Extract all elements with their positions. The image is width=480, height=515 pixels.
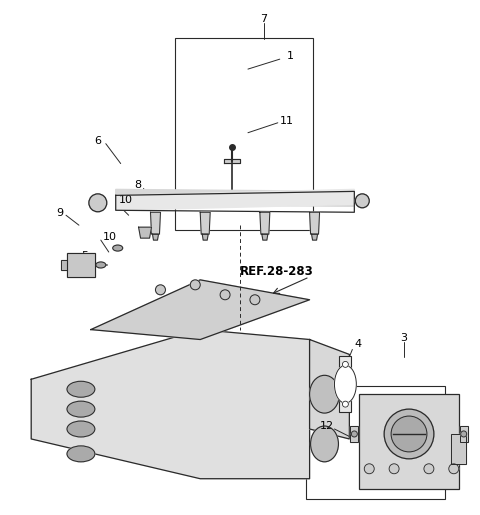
Text: 3: 3 (400, 333, 408, 342)
Circle shape (461, 431, 467, 437)
Bar (67, 253, 95, 277)
Polygon shape (200, 212, 210, 234)
Circle shape (449, 464, 459, 474)
Circle shape (220, 290, 230, 300)
Bar (175, 38, 312, 230)
Circle shape (384, 409, 434, 459)
Text: 12: 12 (319, 421, 334, 431)
Ellipse shape (67, 381, 95, 397)
Bar (451, 434, 466, 464)
Polygon shape (91, 280, 310, 339)
Bar (306, 386, 445, 499)
Polygon shape (116, 190, 354, 210)
Text: 7: 7 (260, 14, 267, 24)
Text: 5: 5 (81, 251, 88, 261)
Ellipse shape (67, 421, 95, 437)
Text: 10: 10 (103, 232, 117, 242)
Bar (339, 356, 351, 412)
Text: 11: 11 (280, 116, 294, 126)
Circle shape (342, 362, 348, 367)
Bar (61, 260, 67, 270)
Polygon shape (224, 159, 240, 163)
Bar (67, 253, 95, 277)
Ellipse shape (67, 401, 95, 417)
Polygon shape (260, 212, 270, 234)
Circle shape (190, 280, 200, 290)
Bar (360, 394, 459, 489)
Circle shape (364, 464, 374, 474)
Bar (451, 434, 466, 464)
Ellipse shape (310, 375, 339, 413)
Circle shape (355, 194, 369, 208)
Ellipse shape (96, 262, 106, 268)
Ellipse shape (67, 446, 95, 462)
Bar (350, 426, 358, 442)
Ellipse shape (311, 426, 338, 462)
Circle shape (89, 194, 107, 212)
Polygon shape (310, 339, 349, 439)
Circle shape (389, 464, 399, 474)
Polygon shape (116, 190, 354, 207)
Text: REF.28-283: REF.28-283 (240, 265, 314, 279)
Polygon shape (31, 330, 310, 479)
Polygon shape (262, 234, 268, 240)
Circle shape (156, 285, 166, 295)
Text: 6: 6 (95, 135, 101, 146)
Text: 8: 8 (134, 180, 141, 191)
Circle shape (351, 431, 357, 437)
Bar (61, 260, 67, 270)
Circle shape (250, 295, 260, 305)
Polygon shape (202, 234, 208, 240)
Circle shape (391, 416, 427, 452)
Bar (460, 426, 468, 442)
Circle shape (424, 464, 434, 474)
Circle shape (342, 401, 348, 407)
Polygon shape (139, 227, 152, 238)
Text: 1: 1 (287, 51, 294, 61)
Text: 2: 2 (418, 482, 424, 492)
Text: 4: 4 (354, 339, 361, 350)
Polygon shape (151, 212, 160, 234)
Text: 10: 10 (119, 195, 132, 205)
Polygon shape (312, 234, 318, 240)
Polygon shape (310, 212, 320, 234)
Ellipse shape (113, 245, 123, 251)
Text: 9: 9 (56, 208, 63, 218)
Polygon shape (153, 234, 158, 240)
Bar (350, 426, 358, 442)
Bar (460, 426, 468, 442)
Ellipse shape (335, 365, 356, 403)
